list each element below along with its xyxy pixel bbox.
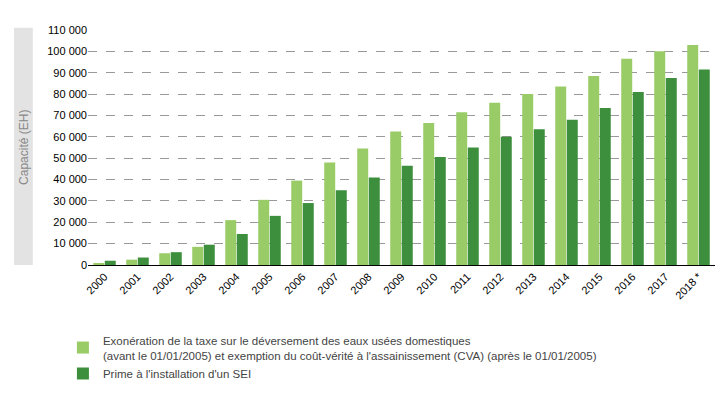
svg-text:30 000: 30 000 bbox=[53, 195, 87, 207]
svg-text:110 000: 110 000 bbox=[48, 24, 87, 36]
svg-text:2009: 2009 bbox=[381, 271, 407, 297]
svg-text:2016: 2016 bbox=[612, 271, 638, 297]
svg-text:50 000: 50 000 bbox=[53, 152, 87, 164]
svg-text:2001: 2001 bbox=[117, 271, 143, 297]
svg-text:70 000: 70 000 bbox=[53, 109, 87, 121]
svg-text:2014: 2014 bbox=[546, 271, 572, 297]
svg-text:10 000: 10 000 bbox=[53, 237, 87, 249]
svg-text:2018 *: 2018 * bbox=[673, 270, 704, 301]
svg-text:2010: 2010 bbox=[414, 271, 440, 297]
svg-text:2007: 2007 bbox=[315, 271, 341, 297]
svg-text:2003: 2003 bbox=[183, 271, 209, 297]
svg-text:2011: 2011 bbox=[448, 271, 473, 296]
svg-text:2004: 2004 bbox=[216, 271, 242, 297]
svg-text:2006: 2006 bbox=[282, 271, 308, 297]
svg-text:2012: 2012 bbox=[480, 271, 506, 297]
svg-text:Capacité (EH): Capacité (EH) bbox=[17, 110, 31, 185]
svg-text:2008: 2008 bbox=[348, 271, 374, 297]
svg-text:20 000: 20 000 bbox=[53, 216, 87, 228]
svg-text:60 000: 60 000 bbox=[53, 131, 87, 143]
svg-text:90 000: 90 000 bbox=[53, 67, 87, 79]
svg-text:0: 0 bbox=[81, 259, 87, 271]
svg-text:2002: 2002 bbox=[150, 271, 176, 297]
svg-text:2015: 2015 bbox=[579, 271, 605, 297]
svg-text:2005: 2005 bbox=[249, 271, 275, 297]
svg-text:80 000: 80 000 bbox=[53, 88, 87, 100]
svg-text:Prime à l'installation d'un SE: Prime à l'installation d'un SEI bbox=[103, 368, 251, 380]
svg-text:100 000: 100 000 bbox=[47, 45, 87, 57]
svg-text:2017: 2017 bbox=[645, 271, 671, 297]
svg-text:2000: 2000 bbox=[84, 271, 110, 297]
svg-text:2013: 2013 bbox=[513, 271, 539, 297]
svg-text:40 000: 40 000 bbox=[53, 173, 87, 185]
svg-text:Exonération de la taxe sur le: Exonération de la taxe sur le déversemen… bbox=[103, 335, 597, 362]
